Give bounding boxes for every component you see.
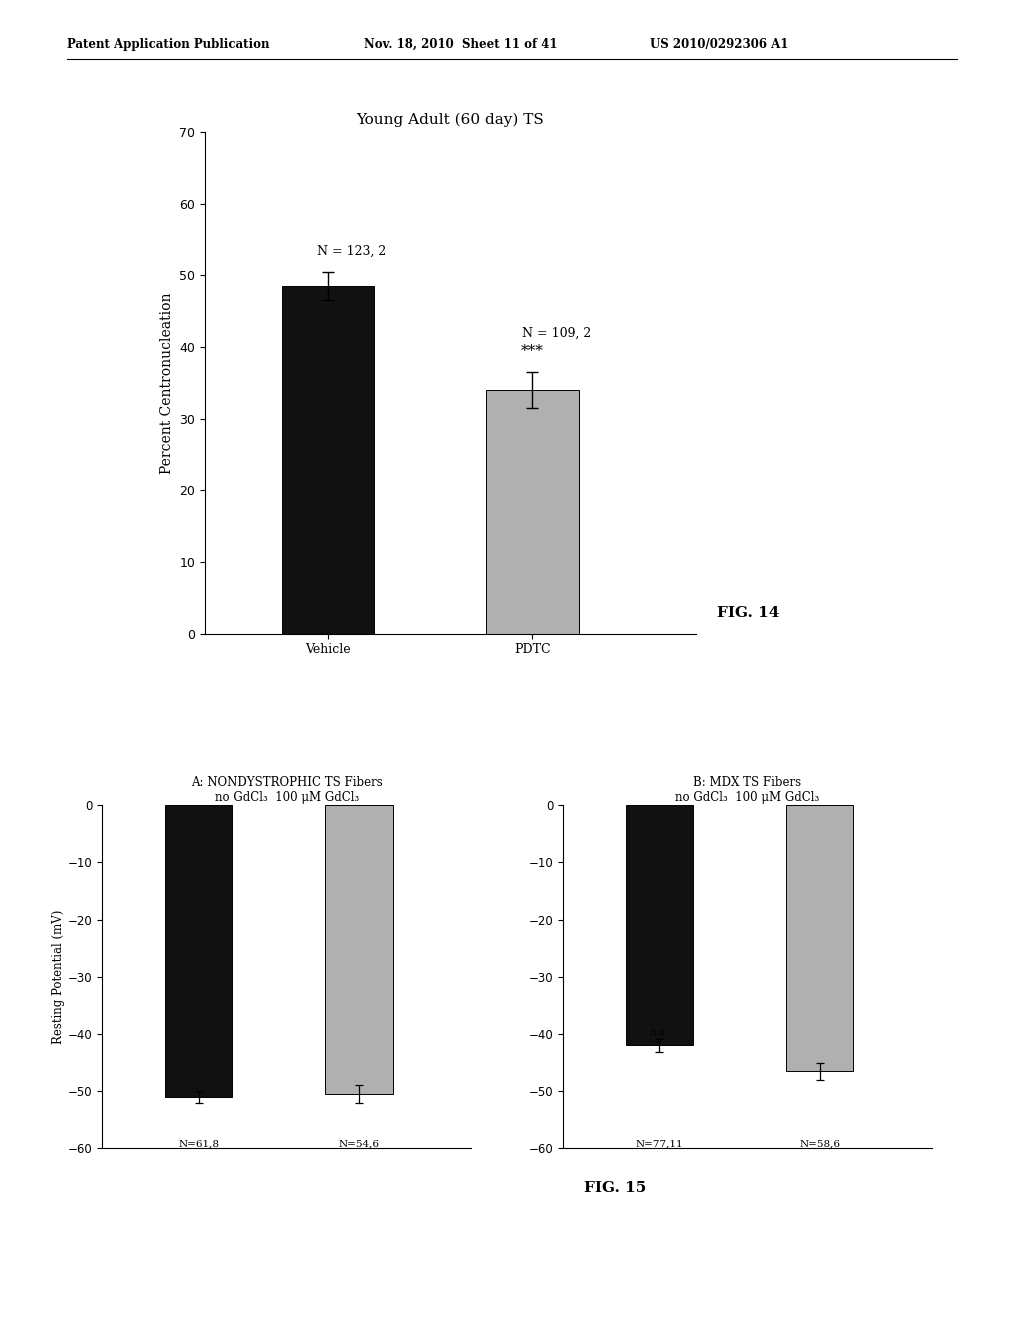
Text: Patent Application Publication: Patent Application Publication — [67, 38, 269, 51]
Text: N=77,11: N=77,11 — [636, 1139, 683, 1148]
Bar — [626, 805, 693, 1045]
Bar — [486, 389, 579, 634]
Text: n.s.: n.s. — [650, 1028, 669, 1038]
Text: N=61,8: N=61,8 — [178, 1139, 219, 1148]
Title: B: MDX TS Fibers
no GdCl₃  100 μM GdCl₃: B: MDX TS Fibers no GdCl₃ 100 μM GdCl₃ — [676, 776, 819, 804]
Text: ***: *** — [521, 343, 544, 358]
Title: A: NONDYSTROPHIC TS Fibers
no GdCl₃  100 μM GdCl₃: A: NONDYSTROPHIC TS Fibers no GdCl₃ 100 … — [190, 776, 383, 804]
Text: FIG. 14: FIG. 14 — [717, 606, 779, 620]
Bar — [282, 286, 374, 634]
Text: FIG. 15: FIG. 15 — [584, 1180, 646, 1195]
Text: N=58,6: N=58,6 — [799, 1139, 840, 1148]
Text: Nov. 18, 2010  Sheet 11 of 41: Nov. 18, 2010 Sheet 11 of 41 — [364, 38, 557, 51]
Text: N = 109, 2: N = 109, 2 — [522, 327, 592, 339]
Text: N=54,6: N=54,6 — [338, 1139, 379, 1148]
Bar — [786, 805, 853, 1072]
Text: US 2010/0292306 A1: US 2010/0292306 A1 — [650, 38, 788, 51]
Text: N = 123, 2: N = 123, 2 — [317, 244, 387, 257]
Title: Young Adult (60 day) TS: Young Adult (60 day) TS — [356, 112, 545, 127]
Bar — [165, 805, 232, 1097]
Bar — [326, 805, 392, 1094]
Y-axis label: Resting Potential (mV): Resting Potential (mV) — [52, 909, 66, 1044]
Y-axis label: Percent Centronucleation: Percent Centronucleation — [160, 292, 173, 474]
